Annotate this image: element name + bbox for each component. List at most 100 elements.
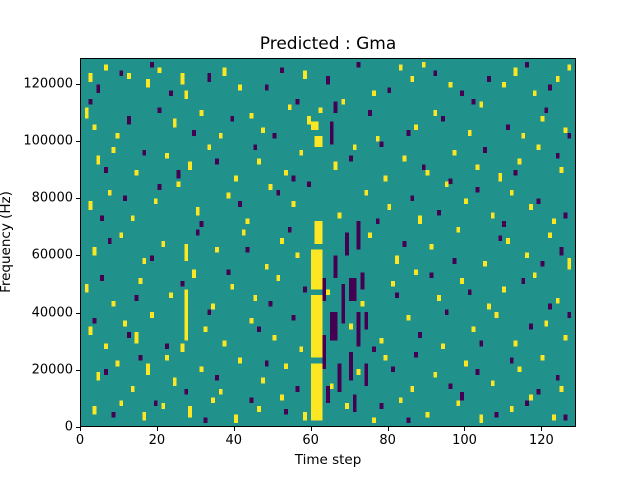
heatmap-cell [498, 235, 503, 242]
heatmap-cell [199, 110, 204, 116]
y-tick-mark [76, 427, 80, 428]
heatmap-cell [509, 406, 514, 412]
heatmap-cell [433, 70, 438, 77]
heatmap-cell [349, 323, 353, 330]
heatmap-cell [280, 394, 284, 401]
heatmap-cell [433, 110, 438, 116]
heatmap-cell [318, 107, 323, 114]
heatmap-cell [333, 161, 338, 170]
heatmap-cell [96, 84, 101, 94]
heatmap-cell [119, 70, 124, 77]
plot-area [80, 58, 576, 427]
heatmap-cell [525, 400, 530, 407]
heatmap-cell [398, 397, 403, 404]
heatmap-cell [540, 260, 545, 267]
heatmap-cell [341, 283, 346, 324]
heatmap-cell [295, 386, 300, 392]
heatmap-cell [452, 258, 457, 264]
heatmap-cell [552, 414, 556, 421]
heatmap-cell [448, 81, 453, 88]
heatmap-cell [467, 130, 472, 136]
heatmap-cell [475, 164, 480, 170]
heatmap-cell [440, 343, 445, 350]
heatmap-cell [494, 312, 499, 318]
heatmap-cell [356, 221, 361, 250]
heatmap-cell [100, 215, 104, 222]
heatmap-cell [387, 204, 392, 210]
heatmap-cell [260, 377, 265, 384]
heatmap-cell [410, 195, 415, 202]
heatmap-cell [184, 389, 189, 395]
heatmap-cell [486, 76, 491, 82]
heatmap-cell [207, 73, 212, 82]
heatmap-cell [268, 300, 273, 307]
heatmap-cell [249, 113, 254, 119]
heatmap-cell [322, 334, 327, 370]
heatmap-cell [88, 98, 93, 105]
heatmap-cell [509, 189, 514, 196]
heatmap-cell [184, 243, 189, 261]
heatmap-cell [192, 130, 196, 136]
heatmap-cell [234, 175, 239, 182]
heatmap-cell [364, 363, 369, 387]
y-tick-mark [76, 255, 80, 257]
heatmap-cell [559, 386, 564, 392]
heatmap-cell [142, 258, 147, 264]
heatmap-cell [460, 391, 464, 401]
heatmap-cell [268, 184, 273, 190]
heatmap-cell [368, 232, 373, 239]
heatmap-cell [368, 110, 373, 116]
heatmap-cell [199, 366, 204, 372]
heatmap-cell [490, 212, 495, 219]
heatmap-cell [529, 394, 533, 401]
heatmap-cell [402, 241, 407, 247]
heatmap-cell [107, 189, 112, 196]
heatmap-cell [238, 357, 242, 364]
heatmap-cell [199, 221, 204, 227]
heatmap-cell [456, 400, 461, 407]
heatmap-cell [134, 295, 139, 301]
heatmap-image [84, 61, 572, 424]
heatmap-cell [161, 241, 166, 247]
heatmap-cell [226, 269, 231, 276]
heatmap-cell [329, 383, 334, 390]
y-tick-mark [76, 312, 80, 314]
x-tick-label: 40 [225, 433, 243, 448]
heatmap-cell [345, 232, 350, 256]
heatmap-cell [486, 303, 491, 310]
heatmap-cell [176, 181, 181, 188]
heatmap-cell [471, 98, 476, 105]
heatmap-cell [414, 269, 418, 276]
chart-title: Predicted : Gma [259, 34, 397, 54]
heatmap-cell [322, 278, 327, 301]
heatmap-cell [123, 195, 127, 202]
heatmap-cell [406, 315, 411, 321]
heatmap-cell [552, 218, 556, 225]
heatmap-cell [230, 115, 235, 122]
heatmap-cell [215, 374, 219, 381]
heatmap-cell [525, 61, 530, 68]
heatmap-cell [299, 346, 304, 353]
heatmap-cell [103, 343, 108, 350]
heatmap-cell [291, 315, 296, 321]
heatmap-cell [303, 70, 307, 79]
heatmap-cell [276, 189, 281, 196]
heatmap-cell [379, 403, 384, 409]
heatmap-cell [544, 107, 549, 114]
heatmap-cell [375, 218, 380, 225]
heatmap-cell [555, 297, 560, 304]
heatmap-cell [222, 340, 227, 347]
heatmap-cell [513, 340, 518, 347]
heatmap-cell [111, 147, 116, 153]
heatmap-cell [126, 332, 131, 338]
heatmap-cell [280, 238, 284, 244]
heatmap-cell [207, 309, 212, 316]
heatmap-cell [107, 238, 112, 244]
heatmap-cell [306, 181, 311, 188]
heatmap-cell [502, 286, 507, 293]
heatmap-cell [176, 169, 181, 179]
heatmap-cell [529, 323, 533, 330]
y-axis-label: Frequency (Hz) [0, 191, 14, 293]
heatmap-cell [126, 73, 131, 79]
heatmap-cell [395, 255, 399, 264]
